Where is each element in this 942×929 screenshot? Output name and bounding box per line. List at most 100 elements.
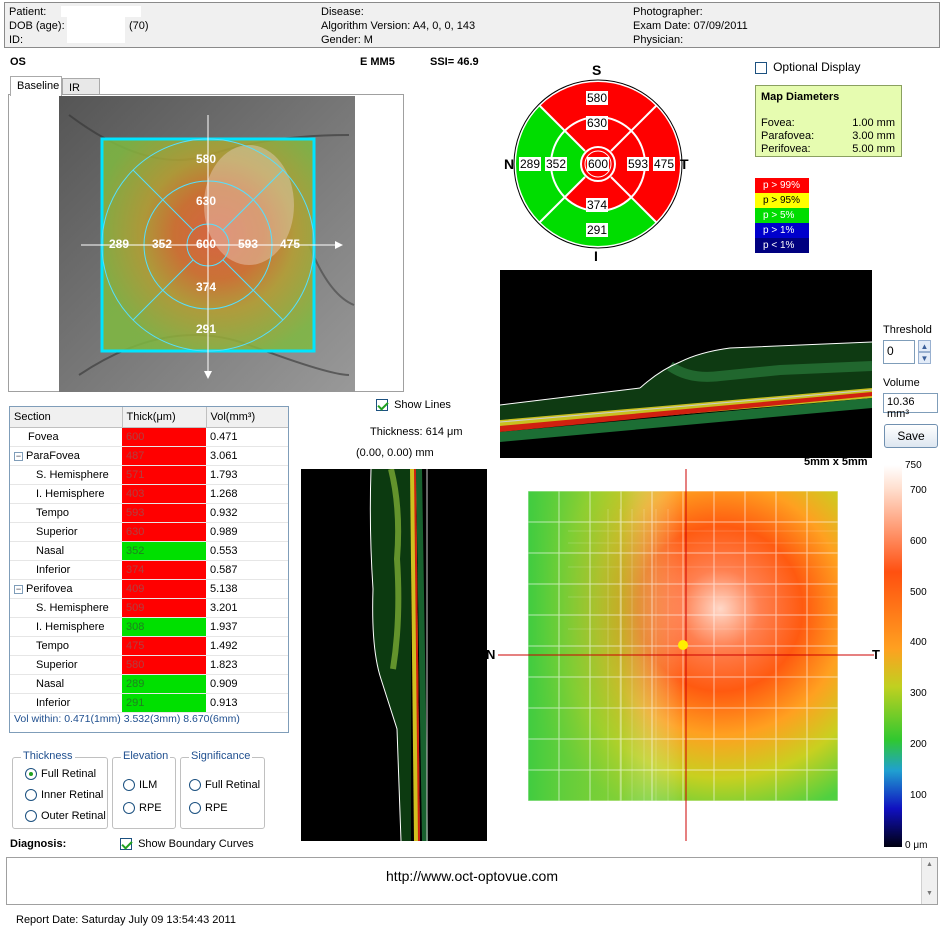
radio-icon[interactable] — [25, 810, 37, 823]
legend-pless1: p < 1% — [755, 238, 809, 253]
thickness-option-full-retinal[interactable]: Full Retinal — [25, 768, 96, 781]
map-diameters-box: Map Diameters Fovea: 1.00 mm Parafovea: … — [755, 85, 902, 157]
radio-icon[interactable] — [189, 779, 201, 792]
row-section: Inferior — [10, 693, 122, 713]
table-row[interactable]: − ParaFovea 487 3.061 — [10, 446, 288, 466]
row-section: Tempo — [10, 503, 122, 523]
table-row[interactable]: Tempo 475 1.492 — [10, 636, 288, 656]
show-boundary-checkbox[interactable] — [120, 838, 132, 851]
optional-display-toggle[interactable]: Optional Display — [755, 60, 861, 75]
grid-value-inner-left: 352 — [545, 157, 568, 171]
radio-icon[interactable] — [25, 768, 37, 781]
diagnosis-scrollbar[interactable]: ▲ ▼ — [921, 858, 937, 904]
scroll-down-icon[interactable]: ▼ — [926, 890, 933, 897]
table-row[interactable]: − Perifovea 409 5.138 — [10, 579, 288, 599]
table-row[interactable]: Superior 630 0.989 — [10, 522, 288, 542]
row-vol: 0.471 — [206, 427, 288, 447]
radio-icon[interactable] — [123, 802, 135, 815]
col-header-thick: Thick(μm) — [122, 407, 207, 428]
thickness-map-panel: N T — [486, 469, 880, 841]
grid-value-outer-left: 289 — [519, 157, 542, 171]
option-label: ILM — [139, 779, 158, 791]
collapse-icon[interactable]: − — [14, 583, 23, 594]
thickness-option-outer-retinal[interactable]: Outer Retinal — [25, 810, 106, 823]
scan-protocol: E MM5 — [360, 56, 395, 68]
row-vol: 1.823 — [206, 655, 288, 675]
grid-value-outer-top: 580 — [586, 91, 609, 105]
thickness-colorbar — [884, 465, 902, 847]
significance-legend: p > 99% p > 95% p > 5% p > 1% p < 1% — [755, 178, 809, 253]
map-nasal-label: N — [486, 647, 496, 662]
diameter-value-parafovea: 3.00 mm — [852, 130, 895, 142]
radio-icon[interactable] — [189, 802, 201, 815]
show-lines-checkbox[interactable] — [376, 399, 388, 412]
row-thick: 487 — [122, 446, 206, 466]
table-row[interactable]: Fovea 600 0.471 — [10, 427, 288, 447]
row-section: Nasal — [10, 541, 122, 561]
row-vol: 0.587 — [206, 560, 288, 580]
legend-p99: p > 99% — [755, 178, 809, 193]
elevation-option-ilm[interactable]: ILM — [123, 779, 158, 792]
vertical-bscan-image — [369, 469, 428, 841]
legend-p5: p > 5% — [755, 208, 809, 223]
row-vol: 1.937 — [206, 617, 288, 637]
table-row[interactable]: Nasal 289 0.909 — [10, 674, 288, 694]
diagnosis-textarea[interactable]: http://www.oct-optovue.com ▲ ▼ — [6, 857, 938, 905]
row-thick: 571 — [122, 465, 206, 485]
id-label: ID: — [9, 34, 24, 46]
fundus-image[interactable] — [9, 95, 405, 393]
option-label: Outer Retinal — [41, 810, 106, 822]
significance-group-title: Significance — [189, 750, 253, 762]
table-row[interactable]: S. Hemisphere 571 1.793 — [10, 465, 288, 485]
ssi-value: SSI= 46.9 — [430, 56, 479, 68]
map-diameters-title: Map Diameters — [761, 91, 840, 103]
show-boundary-toggle[interactable]: Show Boundary Curves — [120, 838, 254, 851]
vertical-bscan[interactable] — [301, 469, 487, 841]
scroll-up-icon[interactable]: ▲ — [926, 861, 933, 868]
significance-option-rpe[interactable]: RPE — [189, 802, 228, 815]
table-row[interactable]: S. Hemisphere 509 3.201 — [10, 598, 288, 618]
radio-icon[interactable] — [123, 779, 135, 792]
fundus-value-center: 600 — [196, 237, 217, 251]
option-label: Full Retinal — [205, 779, 261, 791]
horizontal-bscan[interactable] — [500, 270, 872, 458]
diagnosis-label: Diagnosis: — [10, 838, 67, 850]
row-section: I. Hemisphere — [10, 617, 122, 637]
table-row[interactable]: Nasal 352 0.553 — [10, 541, 288, 561]
table-row[interactable]: Inferior 374 0.587 — [10, 560, 288, 580]
significance-group: Significance Full Retinal RPE — [180, 750, 265, 829]
save-button[interactable]: Save — [884, 424, 938, 448]
show-lines-toggle[interactable]: Show Lines — [376, 399, 451, 412]
threshold-down-icon[interactable]: ▼ — [918, 352, 931, 364]
table-row[interactable]: Inferior 291 0.913 — [10, 693, 288, 713]
colorbar-tick-100: 100 — [910, 790, 927, 801]
row-thick: 308 — [122, 617, 206, 637]
row-thick: 509 — [122, 598, 206, 618]
elevation-option-rpe[interactable]: RPE — [123, 802, 162, 815]
threshold-up-icon[interactable]: ▲ — [918, 340, 931, 352]
grid-inferior-label: I — [594, 248, 598, 264]
tab-baseline[interactable]: Baseline — [10, 76, 62, 96]
grid-value-center: 600 — [587, 157, 610, 171]
table-row[interactable]: I. Hemisphere 308 1.937 — [10, 617, 288, 637]
grid-temporal-label: T — [680, 156, 689, 172]
thickness-map[interactable] — [498, 469, 874, 841]
table-row[interactable]: Tempo 593 0.932 — [10, 503, 288, 523]
fundus-value-mid-top: 630 — [196, 194, 217, 208]
legend-p1: p > 1% — [755, 223, 809, 238]
radio-icon[interactable] — [25, 789, 37, 802]
diameter-value-fovea: 1.00 mm — [852, 117, 895, 129]
row-vol: 0.989 — [206, 522, 288, 542]
tab-ir[interactable]: IR — [62, 78, 100, 96]
threshold-input[interactable]: 0 — [883, 340, 915, 364]
row-vol: 1.793 — [206, 465, 288, 485]
optional-display-label: Optional Display — [773, 60, 861, 74]
grid-value-outer-right: 475 — [653, 157, 676, 171]
significance-option-full-retinal[interactable]: Full Retinal — [189, 779, 261, 792]
optional-display-checkbox[interactable] — [755, 62, 767, 75]
eye-label: OS — [10, 56, 26, 68]
table-row[interactable]: I. Hemisphere 403 1.268 — [10, 484, 288, 504]
thickness-option-inner-retinal[interactable]: Inner Retinal — [25, 789, 103, 802]
collapse-icon[interactable]: − — [14, 450, 23, 461]
table-row[interactable]: Superior 580 1.823 — [10, 655, 288, 675]
